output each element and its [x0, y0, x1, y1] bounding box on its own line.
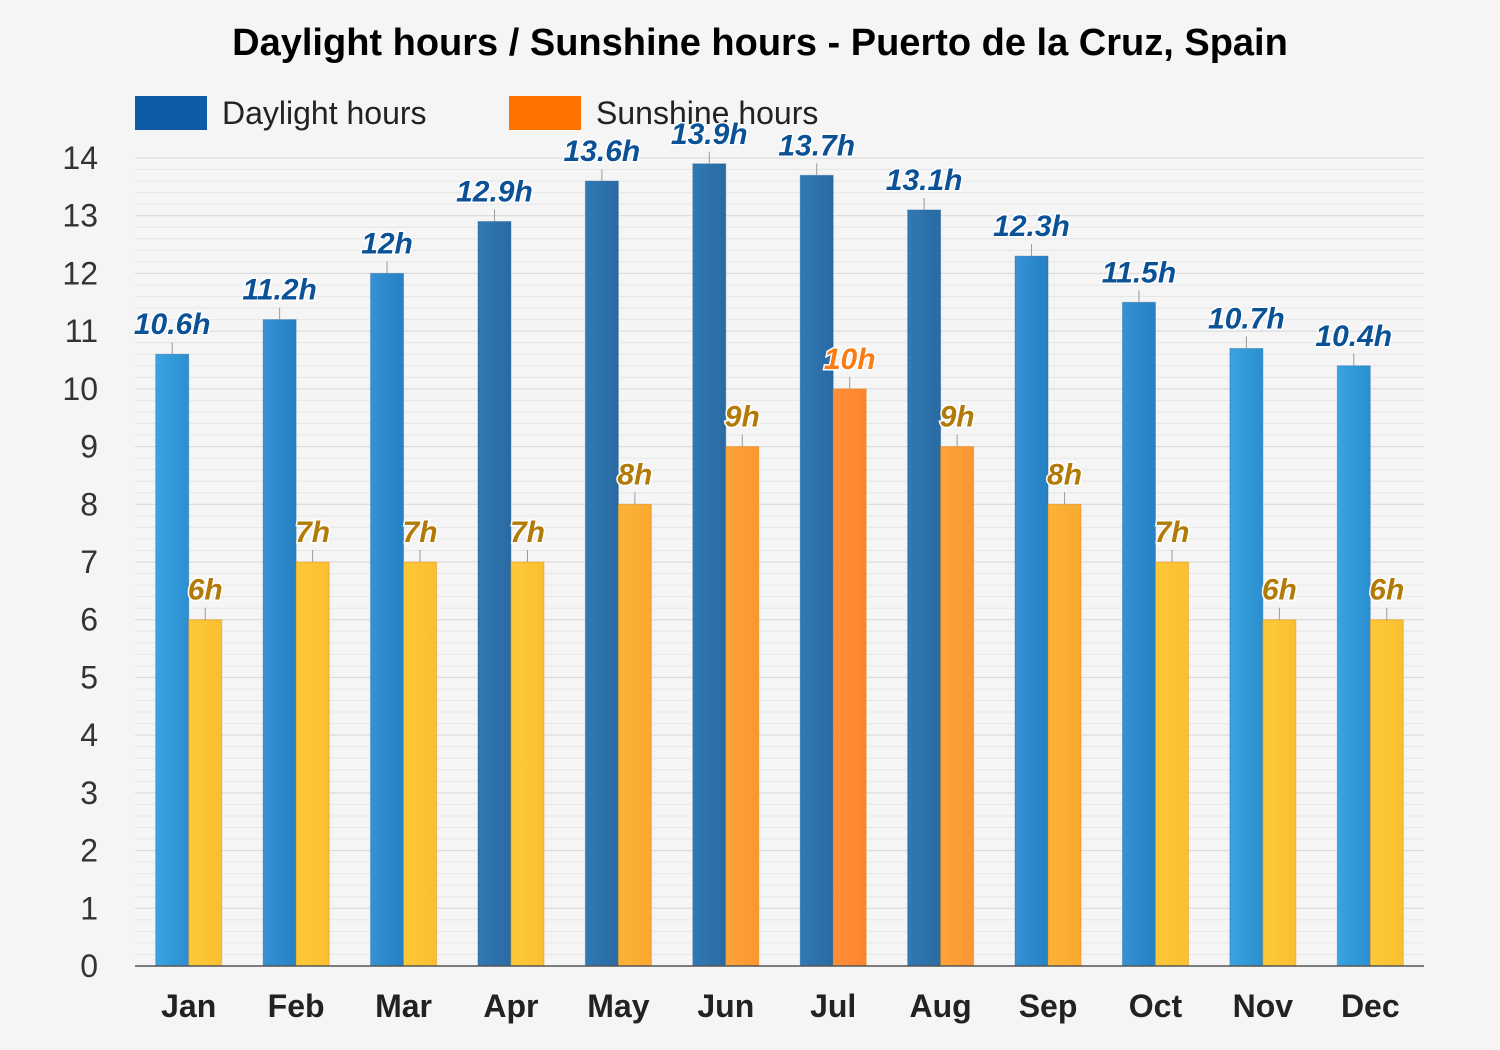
bar-sunshine [403, 561, 438, 967]
x-tick-label: Dec [1341, 988, 1400, 1024]
y-tick-label: 10 [62, 371, 98, 407]
bar-daylight [907, 209, 942, 967]
x-tick-label: Oct [1129, 988, 1183, 1024]
data-label-daylight: 10.7h [1208, 302, 1285, 335]
y-tick-label: 12 [62, 255, 98, 291]
data-label-sunshine: 9h [940, 401, 975, 434]
data-label-sunshine: 6h [1262, 574, 1297, 607]
data-label-daylight: 11.2h [242, 274, 317, 307]
y-tick-label: 11 [65, 313, 98, 349]
x-tick-label: May [587, 988, 649, 1024]
legend-label-daylight: Daylight hours [222, 95, 427, 131]
data-label-daylight: 12.9h [456, 175, 533, 208]
data-label-daylight: 12h [361, 227, 413, 260]
legend-swatch-daylight [135, 96, 207, 130]
x-tick-label: Feb [268, 988, 325, 1024]
x-tick-label: Nov [1233, 988, 1294, 1024]
bar-sunshine [188, 619, 223, 967]
data-label-daylight: 11.5h [1102, 256, 1177, 289]
x-tick-label: Jan [161, 988, 216, 1024]
data-label-sunshine: 8h [617, 458, 652, 491]
data-label-daylight: 10.6h [134, 308, 211, 341]
bar-daylight [1229, 347, 1264, 967]
bar-daylight [1336, 365, 1371, 967]
bar-sunshine [295, 561, 330, 967]
data-label-daylight: 13.7h [778, 129, 855, 162]
bar-sunshine [1262, 619, 1297, 967]
data-label-daylight: 12.3h [993, 210, 1070, 243]
y-tick-label: 13 [62, 198, 98, 234]
data-label-daylight: 13.9h [671, 118, 748, 151]
bar-daylight [692, 163, 727, 967]
data-label-sunshine: 10h [824, 343, 876, 376]
x-tick-label: Sep [1019, 988, 1078, 1024]
y-tick-label: 14 [62, 140, 98, 176]
data-label-sunshine: 8h [1047, 458, 1082, 491]
bar-sunshine [832, 388, 867, 967]
data-label-sunshine: 6h [1369, 574, 1404, 607]
bar-sunshine [1369, 619, 1404, 967]
bar-daylight [370, 272, 405, 967]
y-tick-label: 1 [80, 890, 98, 926]
bar-sunshine [940, 446, 975, 967]
bar-daylight [155, 353, 190, 967]
bar-sunshine [725, 446, 760, 967]
legend-swatch-sunshine [509, 96, 581, 130]
y-tick-label: 5 [80, 659, 98, 695]
bar-sunshine [1154, 561, 1189, 967]
bar-daylight [262, 319, 297, 967]
y-tick-label: 6 [80, 602, 98, 638]
bar-sunshine [617, 503, 652, 967]
bar-daylight [1014, 255, 1049, 967]
y-tick-label: 2 [80, 833, 98, 869]
data-label-daylight: 10.4h [1315, 320, 1392, 353]
data-label-sunshine: 7h [510, 516, 545, 549]
x-tick-label: Apr [483, 988, 538, 1024]
bar-daylight [477, 220, 512, 967]
y-tick-label: 3 [80, 775, 98, 811]
x-tick-label: Mar [375, 988, 432, 1024]
y-tick-label: 8 [80, 486, 98, 522]
data-label-sunshine: 9h [725, 401, 760, 434]
y-tick-label: 0 [80, 948, 98, 984]
data-label-daylight: 13.6h [564, 135, 641, 168]
bar-sunshine [510, 561, 545, 967]
x-tick-label: Jun [697, 988, 754, 1024]
y-tick-label: 4 [80, 717, 98, 753]
data-label-sunshine: 6h [188, 574, 223, 607]
y-tick-label: 7 [80, 544, 98, 580]
bar-daylight [799, 174, 834, 967]
bar-daylight [1121, 301, 1156, 967]
y-tick-label: 9 [80, 429, 98, 465]
x-tick-label: Aug [910, 988, 972, 1024]
bar-daylight [584, 180, 619, 967]
x-tick-label: Jul [810, 988, 856, 1024]
data-label-sunshine: 7h [1154, 516, 1189, 549]
chart-title: Daylight hours / Sunshine hours - Puerto… [232, 22, 1288, 64]
data-label-sunshine: 7h [295, 516, 330, 549]
data-label-daylight: 13.1h [886, 164, 963, 197]
bar-sunshine [1047, 503, 1082, 967]
data-label-sunshine: 7h [403, 516, 438, 549]
legend-label-sunshine: Sunshine hours [596, 95, 819, 131]
